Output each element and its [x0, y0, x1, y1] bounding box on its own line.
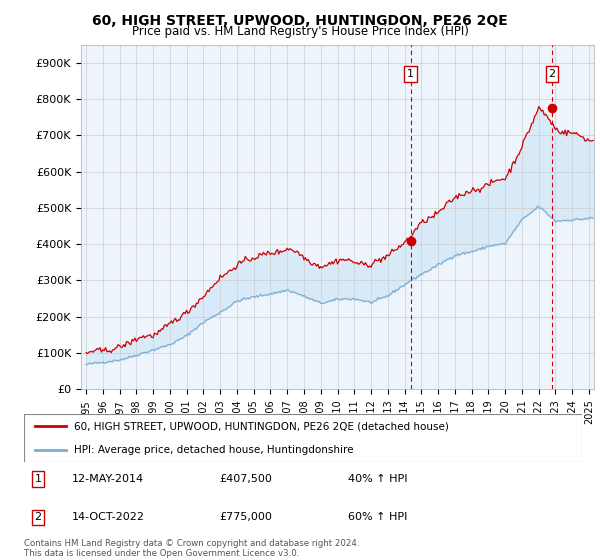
Text: 1: 1	[407, 69, 414, 79]
Text: 60, HIGH STREET, UPWOOD, HUNTINGDON, PE26 2QE: 60, HIGH STREET, UPWOOD, HUNTINGDON, PE2…	[92, 14, 508, 28]
Text: 2: 2	[548, 69, 556, 79]
Text: HPI: Average price, detached house, Huntingdonshire: HPI: Average price, detached house, Hunt…	[74, 445, 354, 455]
Text: 14-OCT-2022: 14-OCT-2022	[71, 512, 145, 522]
Text: Contains HM Land Registry data © Crown copyright and database right 2024.
This d: Contains HM Land Registry data © Crown c…	[24, 539, 359, 558]
Text: £407,500: £407,500	[220, 474, 272, 484]
Text: 60, HIGH STREET, UPWOOD, HUNTINGDON, PE26 2QE (detached house): 60, HIGH STREET, UPWOOD, HUNTINGDON, PE2…	[74, 421, 449, 431]
Text: £775,000: £775,000	[220, 512, 272, 522]
Text: Price paid vs. HM Land Registry's House Price Index (HPI): Price paid vs. HM Land Registry's House …	[131, 25, 469, 38]
FancyBboxPatch shape	[24, 414, 582, 462]
Text: 60% ↑ HPI: 60% ↑ HPI	[347, 512, 407, 522]
Text: 2: 2	[34, 512, 41, 522]
Text: 40% ↑ HPI: 40% ↑ HPI	[347, 474, 407, 484]
Text: 12-MAY-2014: 12-MAY-2014	[71, 474, 143, 484]
Text: 1: 1	[34, 474, 41, 484]
